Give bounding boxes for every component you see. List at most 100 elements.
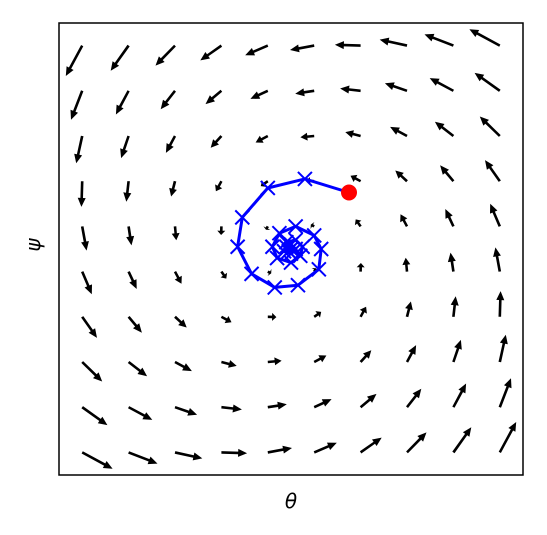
- arrow: [263, 225, 271, 230]
- arrow: [447, 252, 456, 272]
- arrow: [171, 226, 180, 241]
- arrow: [350, 174, 362, 183]
- arrow: [165, 135, 177, 153]
- arrow: [406, 388, 422, 408]
- trajectory-marker: [278, 234, 295, 250]
- arrow: [127, 271, 137, 289]
- trajectory-marker: [287, 218, 304, 235]
- arrow: [452, 427, 472, 454]
- arrow: [313, 355, 327, 364]
- trajectory-marker: [283, 241, 299, 257]
- arrow: [402, 257, 411, 272]
- arrow: [174, 315, 187, 328]
- arrow: [359, 350, 372, 363]
- trajectory-marker: [297, 171, 313, 187]
- arrow: [356, 263, 365, 272]
- arrow: [424, 33, 454, 47]
- arrow: [245, 44, 269, 56]
- arrow: [498, 378, 512, 408]
- arrow: [220, 315, 232, 324]
- arrow: [310, 222, 315, 229]
- arrow: [81, 271, 92, 295]
- trajectory-marker: [243, 266, 260, 282]
- arrow: [359, 306, 367, 318]
- arrow: [127, 316, 142, 333]
- arrow: [215, 180, 223, 192]
- arrow: [390, 126, 408, 138]
- arrow: [128, 451, 158, 465]
- arrow: [452, 383, 467, 408]
- arrow: [267, 401, 287, 410]
- arrow: [496, 291, 505, 317]
- arrow: [445, 209, 455, 227]
- arrow: [250, 89, 269, 99]
- arrow: [395, 170, 408, 183]
- arrow: [217, 226, 226, 235]
- arrow: [127, 361, 148, 377]
- arrow: [173, 271, 182, 284]
- arrow: [267, 357, 282, 366]
- arrow: [334, 41, 361, 50]
- trajectory-marker: [264, 239, 281, 255]
- trajectory-marker: [229, 239, 246, 255]
- arrow: [450, 296, 459, 317]
- arrow: [300, 132, 315, 141]
- arrow: [221, 360, 237, 368]
- trajectory-marker: [311, 261, 327, 278]
- arrow: [313, 399, 332, 409]
- arrow: [210, 135, 223, 148]
- arrow: [354, 219, 362, 228]
- arrow: [359, 393, 377, 409]
- arrow: [493, 247, 502, 272]
- trajectory-marker: [313, 241, 329, 257]
- arrow: [485, 160, 501, 182]
- arrow: [205, 89, 223, 105]
- arrow: [128, 406, 153, 420]
- arrow: [379, 37, 408, 47]
- arrow: [490, 203, 501, 227]
- arrow: [469, 29, 501, 47]
- arrow: [340, 85, 361, 94]
- trajectory-marker: [292, 248, 308, 264]
- arrow: [384, 82, 408, 92]
- start-marker: [341, 184, 357, 201]
- arrow: [429, 78, 454, 92]
- arrow: [174, 451, 203, 461]
- x-axis-label: θ: [285, 489, 297, 513]
- trajectory-marker: [234, 209, 250, 226]
- arrow: [267, 445, 292, 454]
- arrow: [81, 406, 108, 426]
- arrow: [77, 181, 86, 207]
- trajectory-marker: [278, 239, 295, 255]
- arrow: [115, 90, 130, 115]
- arrow: [345, 130, 361, 138]
- arrow: [311, 268, 319, 273]
- arrow: [406, 432, 427, 454]
- arrow: [479, 116, 501, 137]
- arrow: [81, 316, 97, 338]
- arrow: [65, 45, 84, 76]
- y-axis-label: ψ: [21, 238, 45, 252]
- arrow: [498, 334, 508, 363]
- arrow: [255, 134, 269, 143]
- arrow: [290, 44, 315, 53]
- arrow: [221, 404, 242, 413]
- arrow: [200, 44, 223, 61]
- arrow: [160, 90, 176, 110]
- trajectory-marker: [290, 277, 306, 293]
- arrow: [474, 72, 501, 92]
- arrow: [174, 360, 192, 372]
- trajectory-marker: [267, 279, 283, 296]
- arrow: [174, 406, 198, 416]
- arrow: [70, 90, 84, 120]
- arrow: [123, 181, 132, 202]
- arrow: [400, 214, 409, 227]
- arrow: [498, 422, 517, 453]
- arrow: [74, 135, 84, 164]
- arrow: [267, 312, 277, 321]
- arrow: [405, 345, 417, 363]
- arrow: [434, 121, 455, 137]
- axes-frame: [58, 22, 524, 476]
- arrow: [110, 44, 130, 71]
